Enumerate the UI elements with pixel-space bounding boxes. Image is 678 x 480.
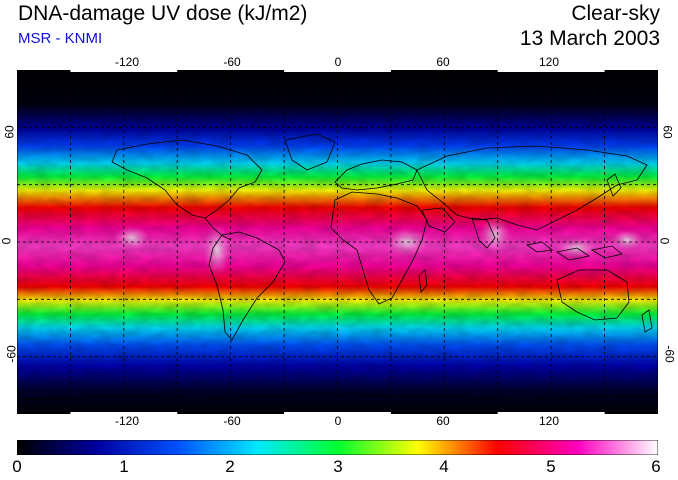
lat-tick-left: 0 (0, 237, 14, 245)
colorbar (17, 440, 658, 455)
lat-tick-right: 60 (660, 125, 675, 139)
colorbar-label: 5 (546, 457, 556, 476)
uv-dose-world-map (17, 70, 658, 414)
map-frame (17, 70, 658, 414)
colorbar-label: 6 (651, 457, 661, 476)
map-title: DNA-damage UV dose (kJ/m2) (18, 2, 308, 25)
observation-date: 13 March 2003 (519, 27, 660, 50)
lon-tick-bottom: 60 (436, 414, 450, 428)
graticule (17, 70, 658, 414)
lat-tick-left: 60 (2, 125, 17, 139)
lon-tick-top: -120 (114, 55, 140, 69)
colorbar-label: 0 (12, 457, 22, 476)
coastlines (17, 133, 658, 401)
colorbar-label: 1 (119, 457, 129, 476)
colorbar-label: 4 (439, 457, 449, 476)
lat-tick-right: -60 (662, 345, 677, 363)
colorbar-label: 3 (333, 457, 343, 476)
lon-tick-top: 120 (538, 55, 560, 69)
lon-tick-bottom: -60 (223, 414, 241, 428)
map-source: MSR - KNMI (18, 30, 103, 47)
lon-tick-bottom: 0 (334, 414, 342, 428)
lon-tick-top: 60 (436, 55, 450, 69)
lat-tick-right: 0 (657, 237, 672, 245)
sky-condition: Clear-sky (571, 2, 660, 25)
colorbar-gradient (17, 440, 658, 455)
colorbar-label: 2 (225, 457, 235, 476)
lon-tick-bottom: -120 (114, 414, 140, 428)
lon-tick-bottom: 120 (538, 414, 560, 428)
lon-tick-top: -60 (223, 55, 241, 69)
lon-tick-top: 0 (334, 55, 342, 69)
